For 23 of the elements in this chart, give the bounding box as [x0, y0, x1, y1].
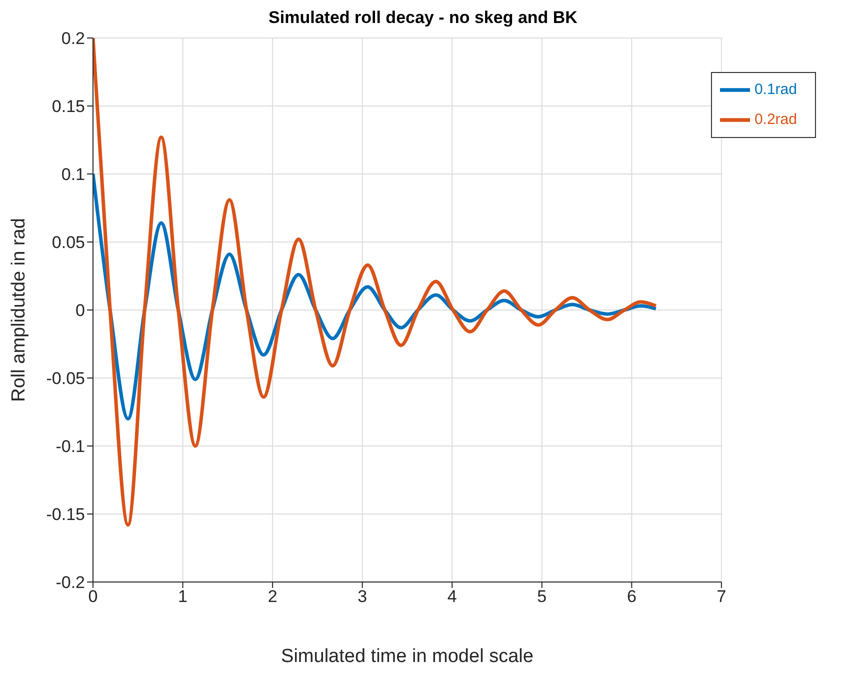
line-series — [93, 38, 658, 527]
y-tick-label: 0.05 — [52, 233, 85, 252]
x-tick-label: 0 — [88, 587, 98, 606]
y-tick-label: -0.15 — [46, 505, 85, 524]
y-tick-label: -0.05 — [46, 369, 85, 388]
y-tick-label: -0.2 — [56, 573, 85, 592]
legend-label: 0.1rad — [754, 80, 797, 98]
y-tick-label: 0.1 — [61, 165, 85, 184]
y-tick-label: 0.15 — [52, 97, 85, 116]
y-tick-label: 0.2 — [61, 29, 85, 48]
legend-label: 0.2rad — [754, 110, 797, 128]
x-tick-label: 2 — [268, 587, 278, 606]
chart-title: Simulated roll decay - no skeg and BK — [268, 8, 578, 27]
x-tick-label: 3 — [358, 587, 368, 606]
x-tick-label: 1 — [178, 587, 188, 606]
x-tick-label: 6 — [626, 587, 636, 606]
y-tick-label: 0 — [76, 301, 85, 320]
y-axis-title: Roll amplidutde in rad — [8, 218, 30, 402]
x-tick-label: 5 — [537, 587, 547, 606]
x-axis-title: Simulated time in model scale — [281, 646, 534, 667]
x-tick-label: 4 — [447, 587, 457, 606]
x-tick-label: 7 — [716, 587, 726, 606]
y-tick-label: -0.1 — [56, 437, 85, 456]
